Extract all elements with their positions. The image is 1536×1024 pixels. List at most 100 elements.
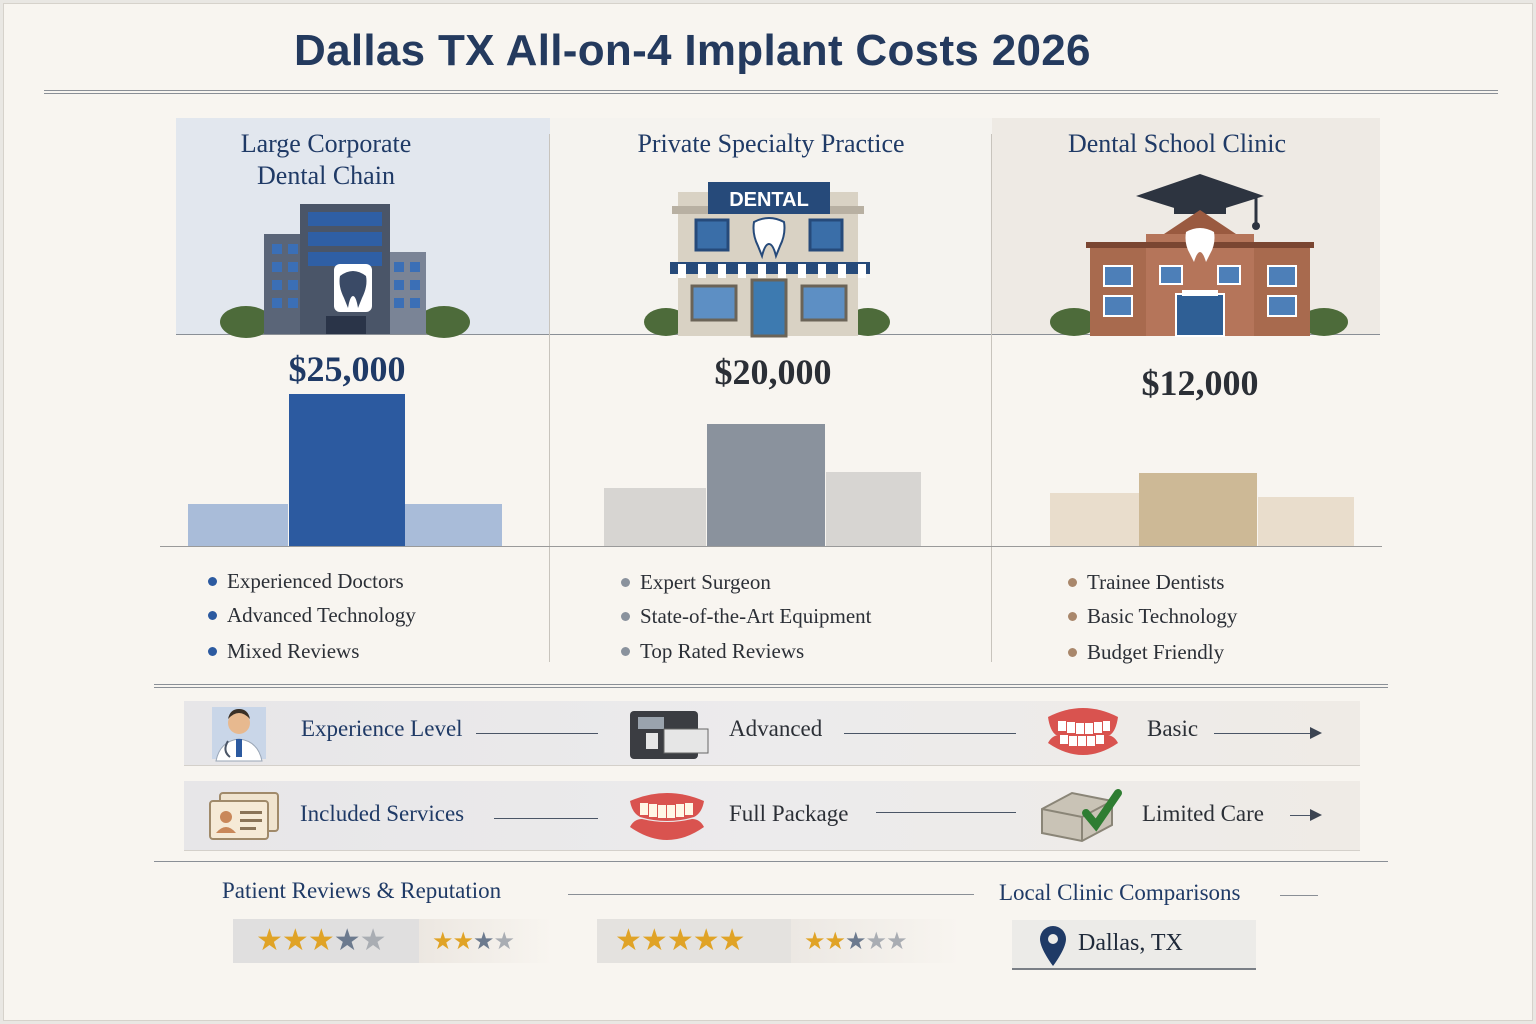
star-empty-icon: ★ [359,923,387,958]
arrow-right-icon [1310,727,1322,739]
star-filled-icon: ★ [692,923,720,958]
column-title-private: Private Specialty Practice [637,129,905,158]
bar-backdrop [604,488,706,546]
price-label-private: $20,000 [714,352,832,392]
check-box-icon [1041,789,1122,843]
bar-backdrop [826,472,921,546]
bullet-icon [1068,647,1077,657]
star-empty-icon: ★ [845,927,866,955]
doctor-icon [212,707,266,762]
star-filled-icon: ★ [307,923,335,958]
bar-backdrop [188,504,288,546]
connector-line [844,733,1016,734]
services-value-full: Full Package [729,801,849,826]
star-filled-icon: ★ [452,927,474,955]
feature-text: State-of-the-Art Equipment [640,604,872,628]
experience-level-label: Experience Level [301,716,463,741]
services-value-limited: Limited Care [1142,801,1264,826]
star-filled-icon: ★ [256,923,283,958]
bar-backdrop [404,504,502,546]
bullet-icon [208,610,217,620]
star-filled-icon: ★ [432,927,453,955]
star-empty-icon: ★ [493,927,515,955]
star-filled-icon: ★ [615,923,642,958]
feature-text: Advanced Technology [227,603,416,627]
denture-icon [1048,708,1118,755]
feature-text: Mixed Reviews [227,639,360,663]
page-title: Dallas TX All-on-4 Implant Costs 2026 [294,26,1091,75]
comparison-row-experience: Experience Level Advanced Basic [184,701,1360,766]
feature-item: Trainee Dentists [1068,570,1224,595]
arrow-right-icon [1310,809,1322,821]
map-pin-icon [1040,926,1066,966]
star-rating: ★★★★★ [804,919,908,963]
column-divider [991,134,992,662]
bullet-icon [621,611,630,621]
equipment-icon [630,711,709,759]
feature-text: Expert Surgeon [640,570,771,594]
column-divider [549,134,550,662]
location-text: Dallas, TX [1078,930,1183,956]
included-services-label: Included Services [300,801,465,826]
connector-line [476,733,598,734]
price-bar [707,424,825,546]
private-practice-building-icon: DENTAL [644,182,890,338]
star-filled-icon: ★ [824,927,846,955]
feature-item: Budget Friendly [1068,640,1224,665]
experience-value-advanced: Advanced [729,716,823,741]
comparison-row-services: Included Services Full Package Limited C… [184,781,1360,851]
bullet-icon [621,646,630,656]
feature-text: Basic Technology [1087,604,1238,628]
rating-box-private [597,919,791,963]
connector-line [1280,895,1318,896]
bar-backdrop [1258,497,1354,546]
denture-icon [630,793,704,840]
price-bar [1139,473,1257,546]
column-title-school: Dental School Clinic [1067,129,1287,158]
bullet-icon [208,646,217,656]
bar-backdrop [1050,493,1140,546]
sign-text: DENTAL [729,189,809,211]
star-filled-icon: ★ [281,923,309,958]
experience-value-basic: Basic [1147,716,1199,741]
star-rating: ★★★★★ [256,919,387,963]
price-label-corporate: $25,000 [288,349,406,389]
connector-line [494,818,598,819]
feature-text: Trainee Dentists [1087,570,1225,594]
star-empty-icon: ★ [333,923,361,958]
bullet-icon [208,576,217,586]
feature-text: Top Rated Reviews [640,639,805,663]
star-empty-icon: ★ [865,927,887,955]
connector-line [876,812,1016,813]
chart-baseline [160,546,1382,547]
rating-box-private-alt [791,919,961,963]
connector-line [568,894,974,895]
feature-text: Budget Friendly [1087,640,1225,664]
id-card-icon [209,792,279,840]
column-title-line: Dental Chain [257,161,395,190]
star-filled-icon: ★ [640,923,668,958]
star-filled-icon: ★ [718,923,746,958]
price-bar [289,394,405,546]
feature-text: Experienced Doctors [227,569,404,593]
star-rating: ★★★★★ [615,919,746,963]
connector-arrow-line [1214,733,1312,734]
rating-box-corporate-alt [419,919,553,963]
star-filled-icon: ★ [804,927,825,955]
local-comparisons-label: Local Clinic Comparisons [999,880,1241,905]
corporate-building-icon [220,204,470,338]
feature-item: State-of-the-Art Equipment [621,604,872,629]
location-box: Dallas, TX [1012,920,1256,970]
title-divider [44,90,1498,94]
bullet-icon [621,577,630,587]
bullet-icon [1068,577,1077,587]
reviews-label: Patient Reviews & Reputation [222,878,502,903]
bullet-icon [1068,611,1077,621]
feature-item: Top Rated Reviews [621,639,804,664]
column-title-corporate: Large Corporate Dental Chain [176,128,476,192]
dental-school-building-icon [1050,174,1348,337]
star-rating: ★★★★ [432,919,515,963]
section-divider [154,861,1388,862]
connector-arrow-line [1290,815,1312,816]
feature-item: Advanced Technology [208,603,416,628]
